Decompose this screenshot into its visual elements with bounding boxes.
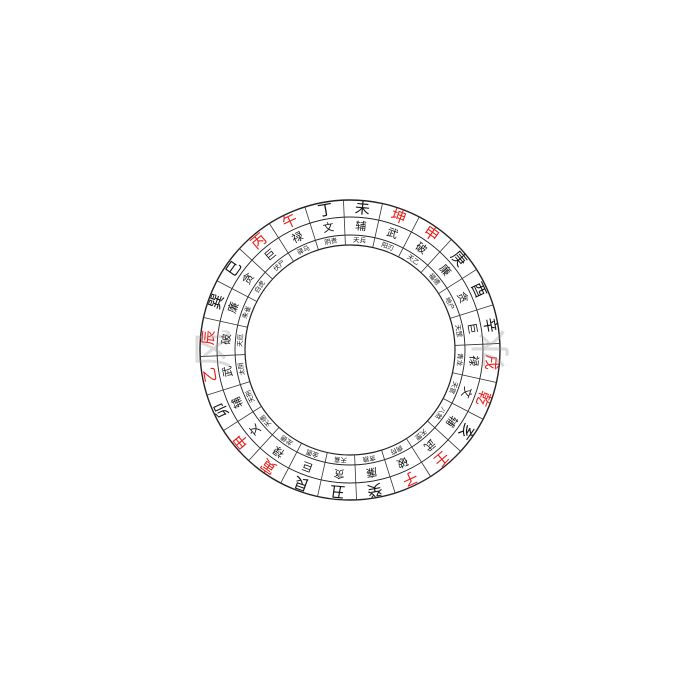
inner-ring-label: 天官 [447,380,460,395]
sector-divider [398,216,420,258]
outer-circle [199,199,501,501]
middle-ring-char: 破 [395,454,411,471]
watermark-left: 风 [191,329,237,369]
middle-ring-char: 廉 [365,465,378,481]
sector-divider [406,438,431,477]
inner-ring-label: 青龙 [455,353,465,367]
inner-ring-label: 阴贵 [324,236,339,247]
sector-divider [454,343,500,346]
sector-divider [239,248,273,280]
inner-ring-label: 天喜 [333,455,347,465]
sector-divider [203,317,248,328]
sector-divider [372,203,383,248]
sector-divider [450,304,494,319]
middle-ring-char: 文 [322,220,335,236]
ring-separator-circle [234,234,466,466]
middle-ring-char: 巨 [465,322,480,335]
outer-ring-char: 艮 [291,472,311,494]
outer-ring-char: 卯 [210,399,233,420]
middle-ring-char: 辅 [355,219,367,234]
sector-divider [343,200,346,246]
middle-ring-char: 贪 [333,467,345,482]
sector-divider [354,454,357,500]
sector-divider [442,398,484,420]
middle-ring-char: 廉 [225,300,242,315]
outer-ring-char: 乾 [472,388,494,408]
inner-ring-label: 天罡 [413,427,428,442]
inner-ring-label: 地户 [443,296,457,312]
inner-ring-label: 朱雀 [240,304,253,320]
sector-divider [200,354,246,357]
inner-ring-label: 天兵 [353,235,367,245]
compass-sector-dividers [200,200,500,500]
outer-ring-char: 辰 [199,329,218,346]
middle-ring-char: 武 [421,436,438,453]
outer-ring-char: 癸 [366,480,384,500]
sector-divider [280,442,302,484]
middle-ring-char: 武 [221,365,236,378]
outer-ring-char: 丑 [329,482,346,501]
outer-ring-char: 巽 [206,291,228,311]
sector-divider [420,239,452,273]
middle-ring-char: 禄 [467,355,482,367]
sector-divider [427,420,461,452]
outer-ring-char: 乙 [200,366,220,384]
outer-ring-char: 戌 [482,354,501,371]
outer-ring-char: 辛 [480,316,500,334]
outer-ring-char: 坤 [388,206,408,228]
watermark-right: 水 [469,329,515,369]
middle-ring-char: 禄 [289,228,305,245]
inner-ring-label: 天乙 [405,253,421,267]
sector-divider [317,452,328,497]
sector-divider [381,450,396,494]
outer-ring-char: 午 [279,210,300,233]
middle-ring-char: 巨 [262,246,279,263]
middle-ring-characters: 辅武破廉贪巨禄文辅武破廉贪巨禄文辅武破廉贪巨禄文 [219,219,482,482]
sector-divider [223,406,262,431]
outer-ring-char: 子 [399,467,420,490]
sector-divider [438,269,477,294]
sector-divider [248,427,280,461]
ring-separator-circle [216,216,484,484]
compass-ring-lines [199,199,501,501]
sector-divider [304,206,319,250]
middle-ring-char: 武 [385,225,400,241]
inner-ring-label: 太阴 [236,362,247,376]
outer-ring-char: 酉 [467,279,490,300]
inner-ring-label: 阳刃 [380,240,395,253]
middle-ring-char: 贪 [454,289,471,305]
inner-ring-label: 病符 [388,443,404,457]
outer-ring-char: 丁 [316,200,334,220]
inner-ring-label: 贪狼 [362,453,377,464]
inner-ring-label: 天刑 [244,389,257,404]
sector-divider [269,223,294,262]
sector-divider [216,280,258,302]
inner-ring-label: 金匮 [304,447,320,460]
inner-ring-label: 天厄 [236,333,245,347]
middle-ring-char: 辅 [228,395,245,411]
middle-ring-char: 巨 [300,459,315,475]
inner-circle [244,244,456,456]
sector-divider [452,372,497,383]
middle-ring-char: 文 [459,385,476,400]
inner-ring-label: 驿马 [296,244,311,257]
sector-divider [206,381,250,396]
inner-ring-label: 天罡 [453,324,463,339]
middle-ring-char: 破 [219,333,234,345]
outer-ring-char: 未 [354,199,371,218]
outer-ring-characters: 亥壬子癸丑艮寅甲卯乙辰巽巳丙午丁未坤申庚酉辛戌乾 [199,199,501,501]
